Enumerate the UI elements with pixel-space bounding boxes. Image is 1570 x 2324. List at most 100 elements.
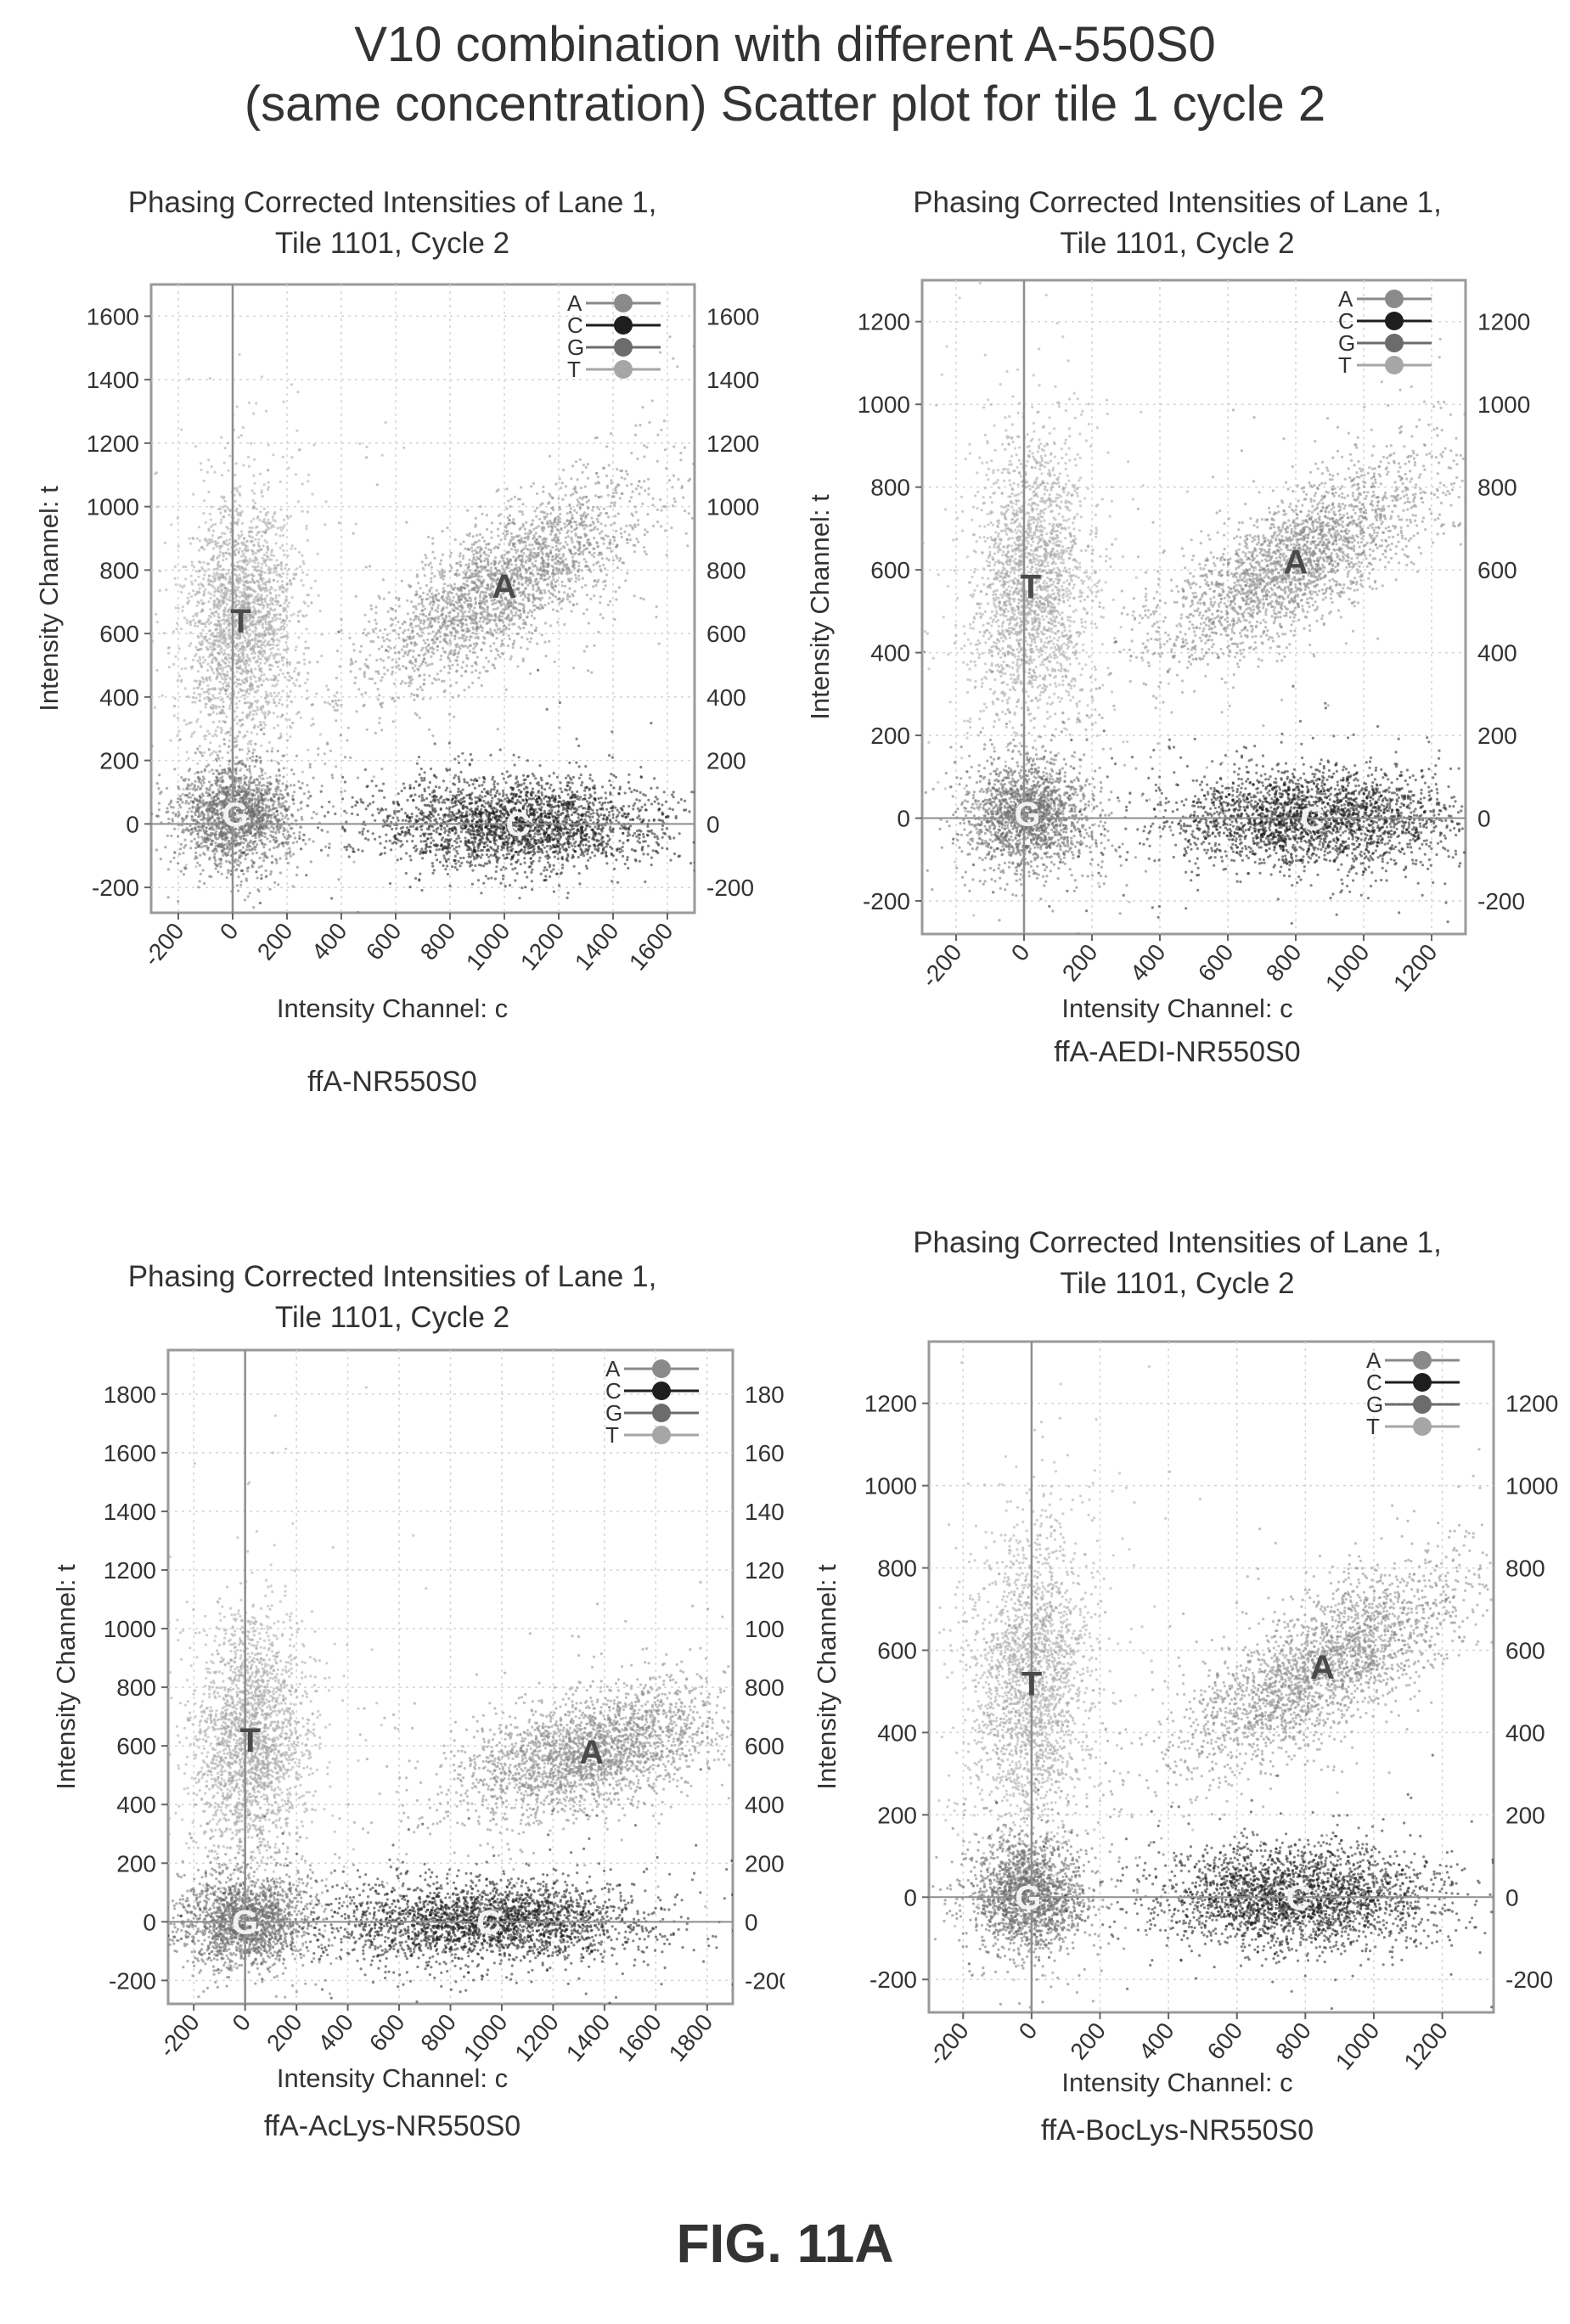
point-A xyxy=(566,524,569,527)
point-A xyxy=(543,604,547,607)
point-A xyxy=(599,522,603,526)
point-T xyxy=(320,654,324,658)
point-T xyxy=(223,447,227,450)
point-A xyxy=(468,650,472,653)
point-A xyxy=(495,631,498,634)
point-A xyxy=(483,602,487,605)
point-T xyxy=(273,691,276,695)
point-A xyxy=(465,664,469,667)
point-T xyxy=(177,544,180,548)
point-A xyxy=(586,538,589,542)
point-T xyxy=(197,693,200,696)
point-T xyxy=(219,511,222,515)
point-T xyxy=(276,679,279,683)
figure-title-line2: (same concentration) Scatter plot for ti… xyxy=(0,75,1570,134)
point-T xyxy=(170,523,173,526)
point-T xyxy=(245,701,249,705)
point-A xyxy=(528,566,532,570)
point-T xyxy=(211,547,216,550)
point-T xyxy=(300,579,303,582)
point-A xyxy=(662,419,667,423)
point-T xyxy=(249,442,253,445)
point-T xyxy=(279,564,284,567)
point-T xyxy=(238,573,241,577)
point-T xyxy=(216,725,220,729)
point-A xyxy=(539,573,543,577)
point-A xyxy=(488,569,492,572)
point-T xyxy=(205,676,209,679)
point-T xyxy=(217,612,220,616)
point-T xyxy=(234,553,237,556)
point-T xyxy=(192,615,195,618)
point-T xyxy=(257,622,261,626)
point-A xyxy=(421,660,425,663)
point-A xyxy=(427,563,430,566)
point-T xyxy=(207,641,211,644)
point-T xyxy=(281,455,284,459)
point-A xyxy=(584,583,588,587)
point-A xyxy=(430,682,434,685)
point-T xyxy=(256,725,260,729)
point-A xyxy=(496,527,500,531)
point-A xyxy=(532,527,536,531)
point-T xyxy=(228,568,231,571)
point-A xyxy=(478,551,481,554)
point-T xyxy=(236,542,239,545)
point-T xyxy=(239,647,242,651)
point-T xyxy=(202,734,206,738)
point-A xyxy=(489,650,493,653)
point-T xyxy=(217,586,220,589)
point-T xyxy=(307,605,310,608)
point-T xyxy=(210,537,213,541)
point-A xyxy=(494,648,498,651)
point-T xyxy=(225,684,228,688)
point-A xyxy=(558,726,561,729)
point-T xyxy=(263,560,267,565)
point-A xyxy=(418,716,421,720)
point-A xyxy=(463,601,466,605)
point-A xyxy=(493,619,497,622)
point-T xyxy=(191,701,194,704)
point-A xyxy=(452,627,455,631)
point-A xyxy=(668,335,672,339)
point-A xyxy=(332,706,335,709)
point-T xyxy=(222,672,225,676)
point-A xyxy=(588,551,592,554)
point-T xyxy=(279,480,282,483)
point-T xyxy=(304,640,307,644)
point-A xyxy=(487,574,490,577)
point-A xyxy=(582,513,585,516)
point-T xyxy=(259,510,262,514)
point-A xyxy=(454,643,458,647)
point-T xyxy=(227,664,230,668)
point-A xyxy=(517,602,521,605)
point-A xyxy=(543,591,547,594)
point-A xyxy=(548,596,552,599)
point-T xyxy=(267,740,271,744)
point-T xyxy=(260,595,263,599)
point-T xyxy=(167,651,171,655)
point-T xyxy=(276,715,279,718)
point-A xyxy=(664,505,667,509)
point-A xyxy=(403,652,407,656)
point-T xyxy=(202,512,205,515)
point-T xyxy=(227,762,231,766)
point-T xyxy=(315,692,318,695)
point-T xyxy=(264,700,267,704)
point-A xyxy=(324,762,327,766)
point-T xyxy=(296,620,301,623)
point-A xyxy=(684,509,687,513)
point-A xyxy=(507,617,511,621)
point-T xyxy=(203,573,206,577)
point-T xyxy=(200,462,203,465)
point-T xyxy=(288,675,291,678)
point-A xyxy=(366,664,369,667)
point-A xyxy=(552,577,555,582)
point-A xyxy=(574,534,577,537)
point-A xyxy=(312,723,315,726)
point-A xyxy=(558,553,561,556)
point-A xyxy=(543,517,547,521)
point-T xyxy=(261,562,264,566)
point-A xyxy=(524,581,527,584)
point-A xyxy=(254,612,257,616)
